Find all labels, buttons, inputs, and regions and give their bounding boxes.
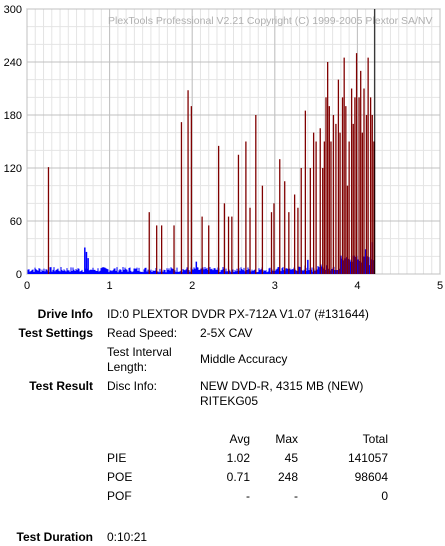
test-interval-label-line2: Length: [107, 360, 148, 374]
x-axis-labels: 0 1 2 3 4 5 [24, 280, 443, 292]
disc-info-label: Disc Info: [107, 379, 158, 393]
pof-row-name: POF [107, 489, 132, 503]
poe-row-total: 98604 [354, 470, 388, 484]
x-tick-label: 1 [107, 280, 113, 292]
pof-row-avg: - [246, 489, 250, 503]
x-tick-label: 0 [24, 280, 30, 292]
test-settings-label: Test Settings [18, 326, 93, 340]
drive-info-value: ID:0 PLEXTOR DVDR PX-712A V1.07 (#131644… [107, 307, 369, 321]
pie-row-total: 141057 [347, 451, 388, 465]
y-tick-label: 120 [4, 163, 22, 175]
watermark: PlexTools Professional V2.21 Copyright (… [108, 15, 433, 27]
y-tick-label: 60 [10, 216, 22, 228]
test-duration-value: 0:10:21 [107, 530, 148, 544]
pof-row-max: - [294, 489, 298, 503]
pie-row-avg: 1.02 [226, 451, 250, 465]
read-speed-label: Read Speed: [107, 326, 178, 340]
x-tick-label: 2 [189, 280, 195, 292]
test-duration-label: Test Duration [16, 530, 93, 544]
x-tick-label: 3 [272, 280, 278, 292]
y-axis-labels: 0 60 120 180 240 300 [4, 4, 22, 281]
pof-row-total: 0 [381, 489, 388, 503]
header-total: Total [362, 432, 388, 446]
y-tick-label: 0 [16, 269, 22, 281]
x-tick-label: 5 [437, 280, 443, 292]
y-tick-label: 240 [4, 57, 22, 69]
test-interval-label-line1: Test Interval [107, 345, 172, 359]
test-result-label: Test Result [29, 379, 93, 393]
poe-row-avg: 0.71 [226, 470, 250, 484]
y-tick-label: 180 [4, 110, 22, 122]
pie-row-max: 45 [284, 451, 298, 465]
disc-info-line1: NEW DVD-R, 4315 MB (NEW) [200, 379, 364, 393]
read-speed-value: 2-5X CAV [200, 326, 253, 340]
poe-row-max: 248 [277, 470, 298, 484]
poe-series [47, 53, 375, 274]
x-tick-label: 4 [354, 280, 360, 292]
error-chart: PlexTools Professional V2.21 Copyright (… [4, 4, 443, 292]
chart-grid [26, 8, 441, 275]
header-avg: Avg [229, 432, 250, 446]
drive-info-label: Drive Info [37, 307, 93, 321]
poe-row-name: POE [107, 470, 133, 484]
y-tick-label: 300 [4, 4, 22, 16]
test-interval-value: Middle Accuracy [200, 352, 288, 366]
disc-info-line2: RITEKG05 [200, 394, 259, 408]
header-max: Max [275, 432, 298, 446]
pie-row-name: PIE [107, 451, 127, 465]
